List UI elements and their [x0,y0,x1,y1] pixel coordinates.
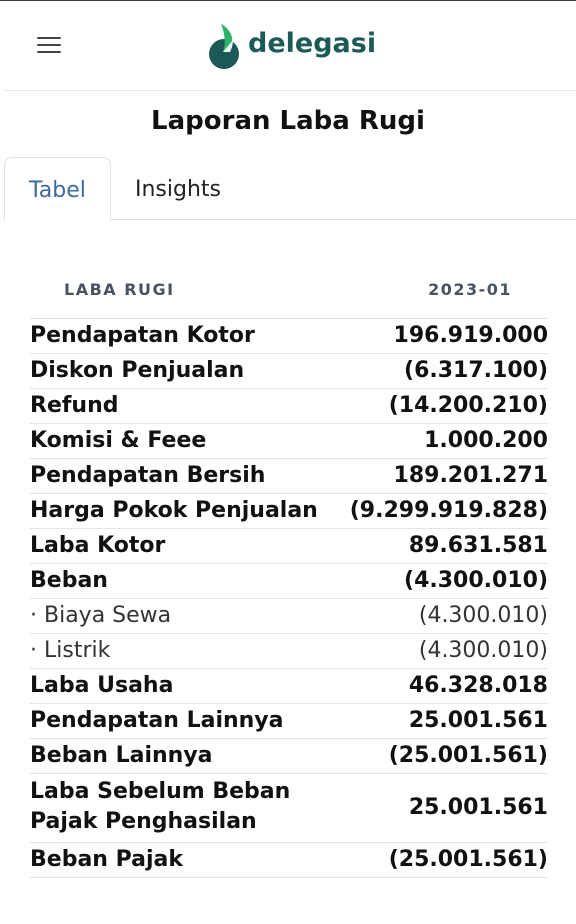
row-label: · Biaya Sewa [30,603,172,628]
table-row: · Biaya Sewa (4.300.010) [30,599,548,634]
row-value: (14.200.210) [388,393,548,418]
tab-insights[interactable]: Insights [135,177,222,202]
row-value: 189.201.271 [393,463,548,488]
row-label-line: Pajak Penghasilan [30,809,257,834]
row-label: Beban Pajak [30,847,184,872]
row-label: Komisi & Feee [30,428,207,453]
row-label: Harga Pokok Penjualan [30,498,318,523]
row-label: Refund [30,393,119,418]
row-label: Laba Kotor [30,533,166,558]
row-label: Beban Lainnya [30,743,213,768]
row-value: 46.328.018 [408,673,548,698]
table-row: Pendapatan Bersih 189.201.271 [30,459,548,494]
row-label: Laba Usaha [30,673,174,698]
table-row: Beban (4.300.010) [30,564,548,599]
delegasi-leaf-logo-icon [209,24,239,69]
table-row: Laba Sebelum Beban Pajak Penghasilan 25.… [30,774,548,843]
row-value: 196.919.000 [393,323,548,348]
page-title: Laporan Laba Rugi [151,106,425,136]
table-row: Harga Pokok Penjualan (9.299.919.828) [30,494,548,529]
row-value: (4.300.010) [404,568,548,593]
tab-bar-divider [4,219,576,220]
row-value: 25.001.561 [408,708,548,733]
row-value: (9.299.919.828) [349,498,548,523]
window-top-border [0,0,576,1]
row-value: 25.001.561 [408,795,548,820]
row-label: · Listrik [30,638,111,663]
row-label: Pendapatan Kotor [30,323,255,348]
column-header-laba-rugi: LABA RUGI [64,280,175,299]
hamburger-menu-icon[interactable] [34,33,62,59]
row-value: (25.001.561) [388,847,548,872]
table-row: Beban Pajak (25.001.561) [30,843,548,878]
profit-loss-table: LABA RUGI 2023-01 Pendapatan Kotor 196.9… [30,268,548,878]
table-header: LABA RUGI 2023-01 [30,268,548,319]
logo-wordmark: delegasi [248,28,377,59]
table-row: Pendapatan Kotor 196.919.000 [30,319,548,354]
table-row: Komisi & Feee 1.000.200 [30,424,548,459]
table-row: Laba Kotor 89.631.581 [30,529,548,564]
row-value: 1.000.200 [424,428,548,453]
delegasi-logo[interactable]: delegasi [208,20,376,72]
row-label: Pendapatan Lainnya [30,708,284,733]
table-row: Beban Lainnya (25.001.561) [30,739,548,774]
tab-bar: Tabel Insights [4,157,576,221]
row-value: (25.001.561) [388,743,548,768]
row-label-line: Laba Sebelum Beban [30,779,291,804]
column-header-period: 2023-01 [428,280,512,299]
row-value: (4.300.010) [418,638,548,663]
row-value: (6.317.100) [404,358,548,383]
table-row: · Listrik (4.300.010) [30,634,548,669]
app-header: delegasi [4,1,576,91]
table-row: Laba Usaha 46.328.018 [30,669,548,704]
row-label: Diskon Penjualan [30,358,245,383]
row-label: Pendapatan Bersih [30,463,266,488]
row-label: Laba Sebelum Beban Pajak Penghasilan [30,777,290,837]
table-row: Refund (14.200.210) [30,389,548,424]
tab-tabel[interactable]: Tabel [4,157,111,221]
row-value: (4.300.010) [418,603,548,628]
table-row: Diskon Penjualan (6.317.100) [30,354,548,389]
row-label: Beban [30,568,108,593]
table-row: Pendapatan Lainnya 25.001.561 [30,704,548,739]
row-value: 89.631.581 [408,533,548,558]
